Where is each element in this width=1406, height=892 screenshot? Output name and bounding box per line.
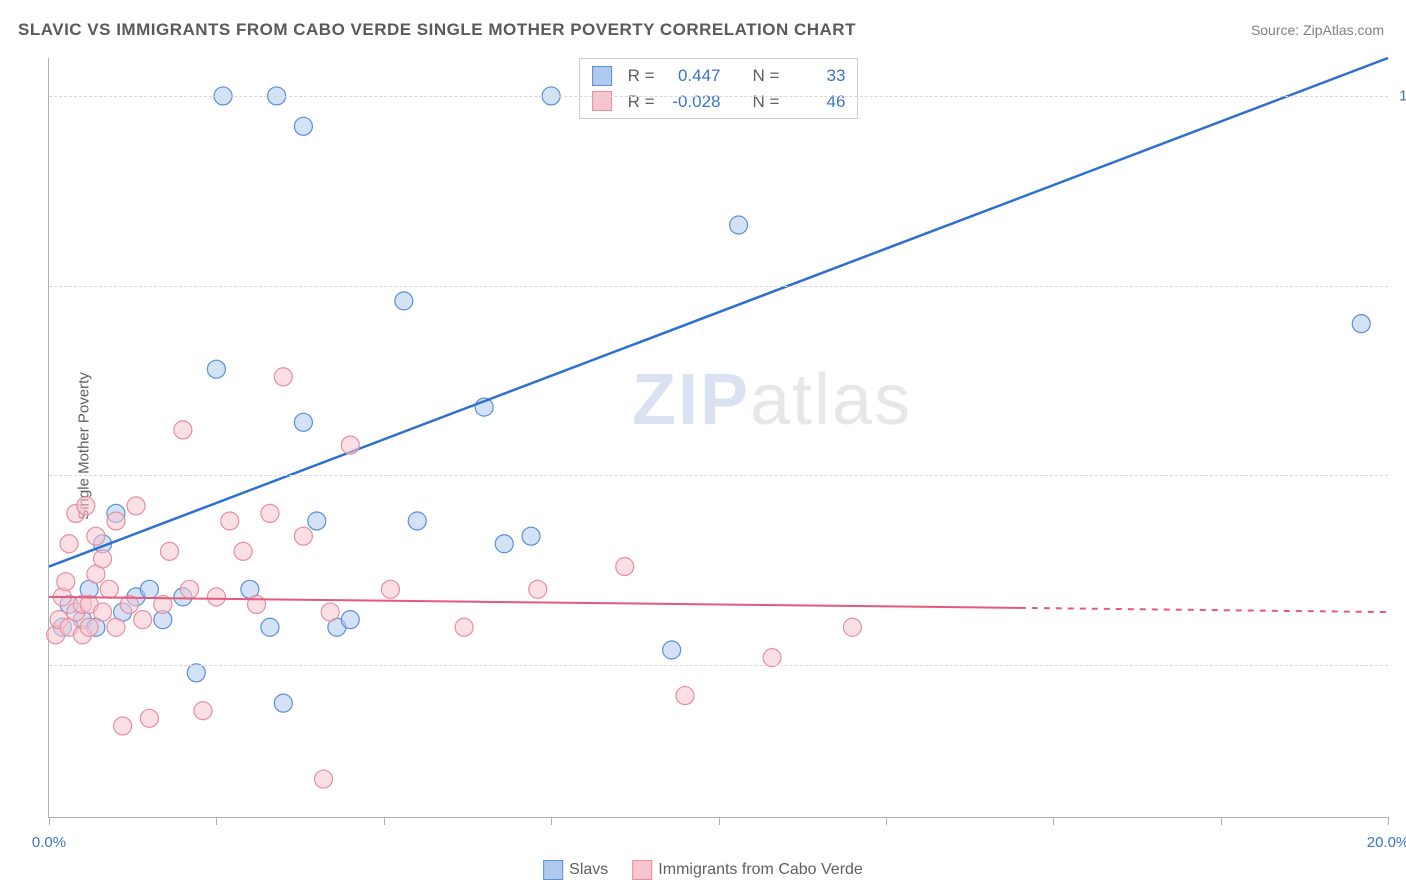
- data-point: [321, 603, 339, 621]
- data-point: [134, 611, 152, 629]
- stat-r-value: -0.028: [665, 89, 721, 115]
- data-point: [94, 550, 112, 568]
- data-point: [663, 641, 681, 659]
- bottom-legend: Slavs Immigrants from Cabo Verde: [543, 860, 863, 880]
- data-point: [455, 618, 473, 636]
- data-point: [181, 580, 199, 598]
- data-point: [763, 649, 781, 667]
- data-point: [522, 527, 540, 545]
- gridline: [49, 475, 1388, 476]
- stat-r-label: R =: [628, 63, 655, 89]
- data-point: [676, 687, 694, 705]
- data-point: [408, 512, 426, 530]
- data-point: [140, 580, 158, 598]
- data-point: [100, 580, 118, 598]
- data-point: [341, 436, 359, 454]
- stat-n-value: 46: [789, 89, 845, 115]
- data-point: [194, 702, 212, 720]
- data-point: [87, 527, 105, 545]
- data-point: [274, 368, 292, 386]
- regression-line: [49, 58, 1388, 567]
- data-point: [843, 618, 861, 636]
- data-point: [94, 603, 112, 621]
- stat-n-value: 33: [789, 63, 845, 89]
- regression-line-dashed: [1020, 608, 1388, 612]
- legend-label: Immigrants from Cabo Verde: [658, 861, 863, 878]
- x-tick: [719, 817, 720, 825]
- chart-title: SLAVIC VS IMMIGRANTS FROM CABO VERDE SIN…: [18, 20, 856, 40]
- scatter-svg: [49, 58, 1388, 817]
- source-label: Source: ZipAtlas.com: [1251, 22, 1384, 38]
- x-tick: [384, 817, 385, 825]
- data-point: [107, 512, 125, 530]
- data-point: [234, 542, 252, 560]
- stat-n-label: N =: [753, 89, 780, 115]
- legend-item: Slavs: [543, 860, 608, 880]
- data-point: [261, 504, 279, 522]
- x-tick-label: 0.0%: [32, 834, 66, 851]
- data-point: [174, 421, 192, 439]
- data-point: [381, 580, 399, 598]
- data-point: [77, 497, 95, 515]
- data-point: [57, 573, 75, 591]
- stat-n-label: N =: [753, 63, 780, 89]
- x-tick: [49, 817, 50, 825]
- data-point: [1352, 315, 1370, 333]
- data-point: [341, 611, 359, 629]
- data-point: [60, 535, 78, 553]
- plot-area: ZIPatlas R =0.447N =33R =-0.028N =46 25.…: [48, 58, 1388, 818]
- legend-item: Immigrants from Cabo Verde: [632, 860, 863, 880]
- data-point: [495, 535, 513, 553]
- data-point: [80, 618, 98, 636]
- x-tick: [216, 817, 217, 825]
- data-point: [294, 413, 312, 431]
- data-point: [274, 694, 292, 712]
- data-point: [294, 117, 312, 135]
- x-tick: [551, 817, 552, 825]
- data-point: [261, 618, 279, 636]
- x-tick: [1053, 817, 1054, 825]
- regression-line: [49, 597, 1020, 608]
- stats-legend: R = 0.447 N = 33 R = -0.028 N = 46: [579, 58, 859, 119]
- data-point: [529, 580, 547, 598]
- stat-r-value: 0.447: [665, 63, 721, 89]
- legend-swatch: [592, 91, 612, 111]
- data-point: [127, 497, 145, 515]
- data-point: [187, 664, 205, 682]
- legend-label: Slavs: [569, 861, 608, 878]
- data-point: [207, 588, 225, 606]
- stats-row: R = 0.447 N = 33: [592, 63, 846, 89]
- data-point: [207, 360, 225, 378]
- data-point: [140, 709, 158, 727]
- data-point: [114, 717, 132, 735]
- data-point: [314, 770, 332, 788]
- y-tick-label: 100.0%: [1399, 87, 1406, 104]
- data-point: [616, 558, 634, 576]
- data-point: [730, 216, 748, 234]
- data-point: [395, 292, 413, 310]
- data-point: [308, 512, 326, 530]
- legend-swatch: [632, 860, 652, 880]
- legend-swatch: [543, 860, 563, 880]
- x-tick: [886, 817, 887, 825]
- data-point: [221, 512, 239, 530]
- x-tick: [1388, 817, 1389, 825]
- gridline: [49, 665, 1388, 666]
- gridline: [49, 96, 1388, 97]
- x-tick: [1221, 817, 1222, 825]
- data-point: [294, 527, 312, 545]
- legend-swatch: [592, 66, 612, 86]
- gridline: [49, 286, 1388, 287]
- stats-row: R = -0.028 N = 46: [592, 89, 846, 115]
- stat-r-label: R =: [628, 89, 655, 115]
- x-tick-label: 20.0%: [1367, 834, 1406, 851]
- data-point: [161, 542, 179, 560]
- data-point: [107, 618, 125, 636]
